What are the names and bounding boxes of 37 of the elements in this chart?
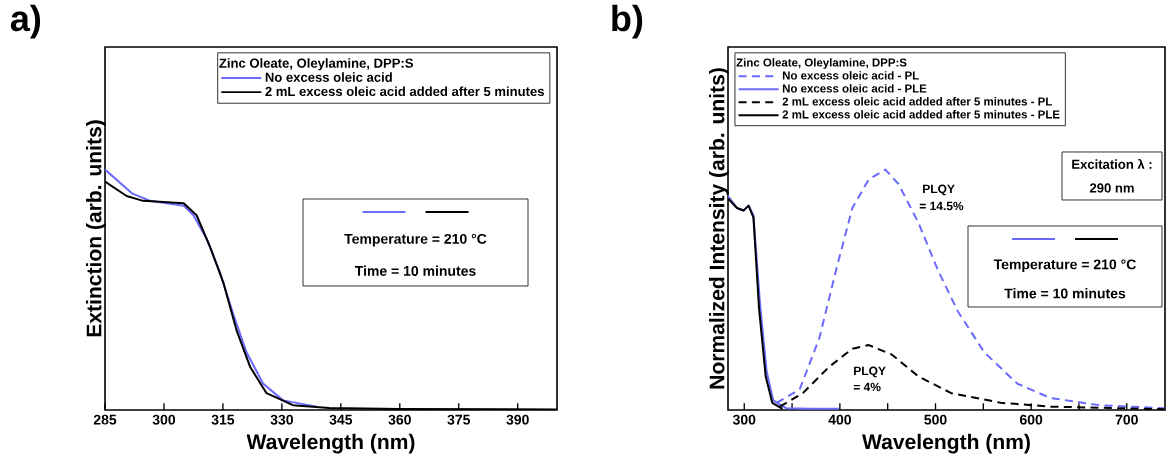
x-tick-label: 375 [447, 414, 471, 425]
x-tick-label: 700 [1115, 414, 1138, 425]
x-axis-title: Wavelength (nm) [246, 433, 415, 454]
annotation: 290 nm [1089, 183, 1134, 193]
x-tick-label: 315 [211, 414, 235, 425]
x-tick-label: 600 [1019, 414, 1043, 425]
x-axis-title: Wavelength (nm) [862, 433, 1030, 454]
legend-label: 2 mL excess oleic acid added after 5 minutes - PLE [782, 110, 1060, 119]
legend-label: No excess oleic acid - PL [782, 71, 919, 80]
annotation: Time = 10 minutes [354, 265, 476, 276]
x-tick-label: 300 [152, 414, 176, 425]
chart-title: b) [612, 4, 643, 39]
legend-title: Zinc Oleate, Oleylamine, DPP:S [736, 58, 907, 69]
annotation: Temperature = 210 °C [993, 259, 1136, 273]
y-axis-title: Normalized Intensity (arb. units) [708, 68, 729, 389]
x-tick-label: 400 [828, 414, 851, 425]
legend-label: 2 mL excess oleic acid added after 5 minutes - PL [782, 97, 1052, 106]
annotation: PLQY [854, 366, 886, 378]
annotation: Temperature = 210 °C [344, 233, 487, 247]
annotation: = 14.5% [919, 201, 964, 211]
legend-label: 2 mL excess oleic acid added after 5 minutes [265, 86, 544, 97]
annotation: = 4% [853, 382, 881, 392]
legend-title: Zinc Oleate, Oleylamine, DPP:S [219, 58, 413, 71]
legend-label: No excess oleic acid - PLE [782, 84, 927, 93]
annotation: Time = 10 minutes [1004, 288, 1126, 299]
x-tick-label: 330 [270, 414, 293, 425]
x-tick-label: 360 [388, 414, 411, 425]
x-tick-label: 390 [506, 414, 529, 425]
chart-title: a) [10, 4, 41, 39]
text: Excitation λ : [1072, 159, 1152, 169]
x-tick-label: 300 [732, 414, 756, 425]
annotation: PLQY [923, 184, 955, 196]
x-tick-label: 345 [329, 414, 353, 425]
y-axis-title: Extinction (arb. units) [86, 120, 106, 337]
x-tick-label: 500 [924, 414, 947, 425]
legend-label: No excess oleic acid [265, 72, 392, 82]
x-tick-label: 285 [93, 414, 117, 425]
